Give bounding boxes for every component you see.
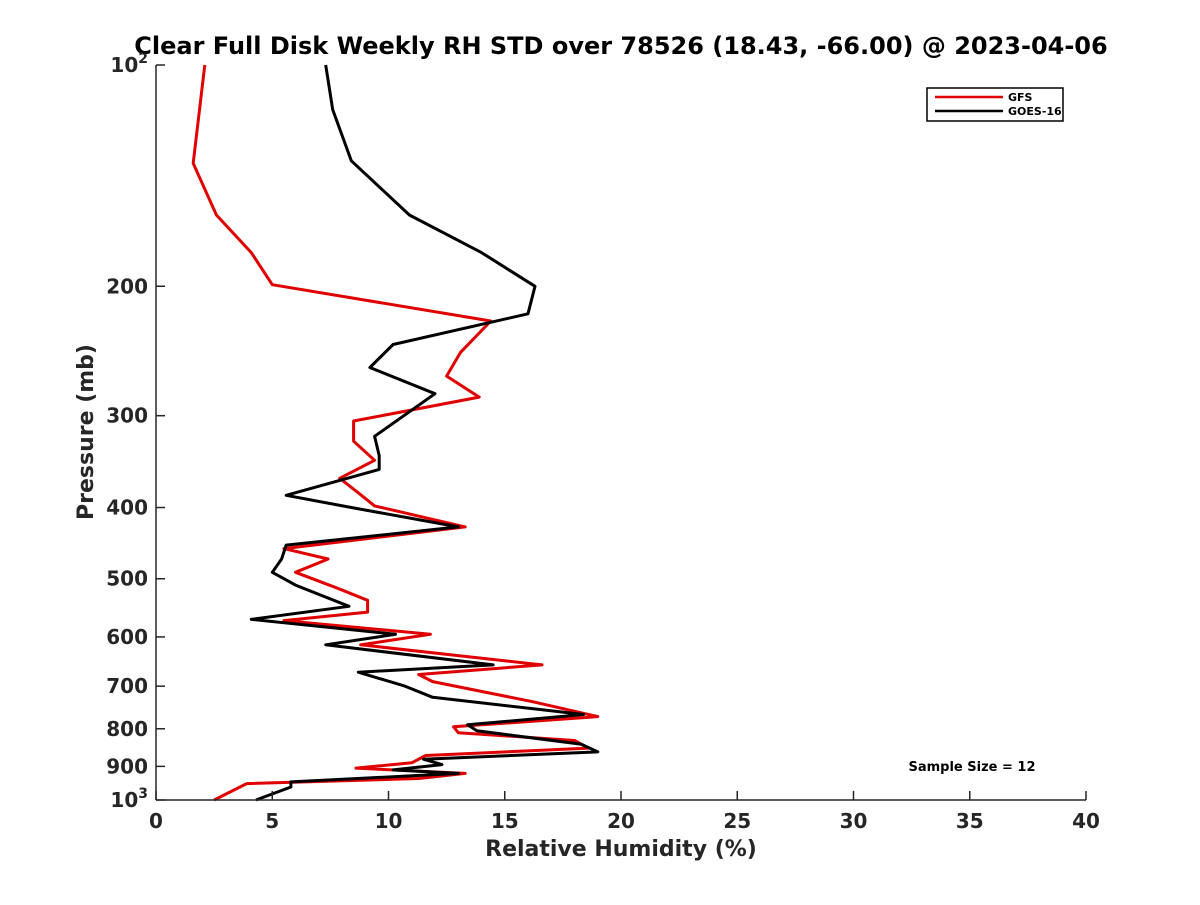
chart-title: Clear Full Disk Weekly RH STD over 78526… — [134, 32, 1107, 60]
y-tick-label: 102 — [110, 51, 148, 77]
y-tick-exponent: 3 — [138, 786, 148, 802]
x-tick-label: 0 — [149, 809, 163, 833]
x-tick-label: 25 — [723, 809, 751, 833]
x-ticks: 0 5 10 15 20 25 30 35 40 — [149, 791, 1100, 833]
x-tick-label: 30 — [840, 809, 868, 833]
y-tick-label: 400 — [106, 496, 148, 520]
legend: GFS GOES-16 — [926, 87, 1064, 122]
x-tick-label: 20 — [607, 809, 635, 833]
series-line-gfs — [191, 64, 600, 802]
x-tick-label: 10 — [375, 809, 403, 833]
x-axis-label: Relative Humidity (%) — [485, 837, 757, 862]
y-tick-label: 200 — [106, 274, 148, 298]
y-tick-label: 700 — [106, 674, 148, 698]
y-tick-label: 900 — [106, 754, 148, 778]
legend-label-goes-16: GOES-16 — [1008, 105, 1062, 118]
y-tick-label: 500 — [106, 567, 148, 591]
y-axis-label: Pressure (mb) — [74, 344, 99, 520]
x-tick-label: 40 — [1072, 809, 1100, 833]
legend-label-gfs: GFS — [1008, 91, 1033, 104]
x-tick-label: 5 — [265, 809, 279, 833]
series-layer — [191, 64, 600, 802]
x-tick-label: 35 — [956, 809, 984, 833]
y-tick-label: 600 — [106, 625, 148, 649]
y-tick-base: 10 — [110, 53, 138, 77]
legend-box — [926, 87, 1064, 122]
y-tick-label: 800 — [106, 717, 148, 741]
y-tick-base: 10 — [110, 788, 138, 812]
series-line-goes-16 — [249, 64, 600, 802]
y-tick-label: 300 — [106, 404, 148, 428]
x-tick-label: 15 — [491, 809, 519, 833]
y-tick-exponent: 2 — [138, 51, 148, 67]
y-tick-label: 103 — [110, 786, 148, 812]
sample-size-annotation: Sample Size = 12 — [908, 760, 1035, 775]
